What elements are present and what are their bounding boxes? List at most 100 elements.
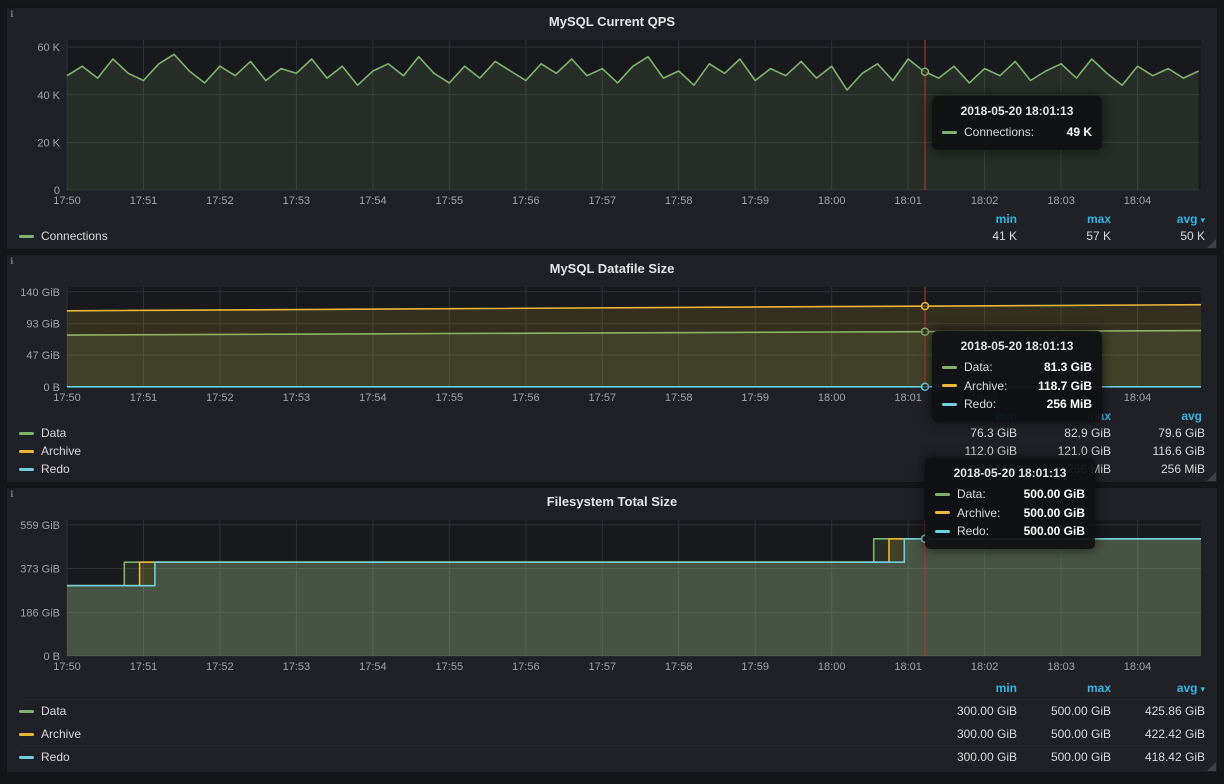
tooltip-series-label: Archive: [964,377,1007,396]
panel-title[interactable]: MySQL Datafile Size [15,259,1209,279]
svg-text:17:57: 17:57 [589,195,617,207]
series-color-swatch [19,710,34,713]
svg-text:18:02: 18:02 [971,195,999,207]
svg-text:18:04: 18:04 [1124,195,1152,207]
legend-sort-max[interactable]: max [1017,681,1111,695]
series-color-swatch [942,403,957,406]
panel-info-icon[interactable]: ℹ [10,256,13,266]
svg-text:17:51: 17:51 [130,195,158,207]
tooltip-series-value: 49 K [1067,123,1092,142]
legend-header-row: min max avg▾ [19,676,1205,699]
legend-sort-min[interactable]: min [923,681,1017,695]
panel-resize-handle[interactable] [1207,762,1216,771]
svg-text:559 GiB: 559 GiB [20,520,60,532]
legend-series-label: Data [41,426,66,440]
series-color-swatch [19,235,34,238]
svg-text:18:00: 18:00 [818,661,846,673]
legend-max-value: 500.00 GiB [1017,704,1111,718]
svg-text:47 GiB: 47 GiB [26,350,60,362]
panel-filesystem-total-size: ℹ Filesystem Total Size 17:5017:5117:521… [6,487,1218,773]
legend-series-label: Connections [41,229,108,243]
legend-series-label: Redo [41,750,70,764]
panel-title[interactable]: MySQL Current QPS [15,12,1209,32]
graph-tooltip: 2018-05-20 18:01:13 Data: 81.3 GiB Archi… [932,331,1102,422]
svg-text:17:53: 17:53 [283,661,311,673]
panel-info-icon[interactable]: ℹ [10,9,13,19]
svg-text:17:55: 17:55 [436,195,464,207]
legend-max-value: 500.00 GiB [1017,750,1111,764]
legend-series-toggle-archive[interactable]: Archive [19,444,923,458]
tooltip-series-value: 256 MiB [1047,395,1092,414]
legend-row-connections: Connections 41 K 57 K 50 K [19,227,1205,245]
legend-series-toggle-data[interactable]: Data [19,426,923,440]
svg-text:17:54: 17:54 [359,195,387,207]
legend-series-label: Archive [41,444,81,458]
svg-text:17:59: 17:59 [741,661,769,673]
svg-text:0 B: 0 B [43,382,60,394]
series-color-swatch [935,530,950,533]
legend-row-data: Data 300.00 GiB 500.00 GiB 425.86 GiB [19,699,1205,722]
legend-sort-avg[interactable]: avg▾ [1111,212,1205,226]
legend-avg-value: 422.42 GiB [1111,727,1205,741]
legend-min-value: 300.00 GiB [923,750,1017,764]
svg-text:18:00: 18:00 [818,392,846,404]
legend-series-toggle-redo[interactable]: Redo [19,462,923,476]
legend-avg-label: avg [1181,409,1202,423]
legend-sort-avg[interactable]: avg [1111,409,1205,423]
svg-text:17:57: 17:57 [589,392,617,404]
legend-series-label: Archive [41,727,81,741]
svg-text:18:03: 18:03 [1047,661,1075,673]
svg-text:140 GiB: 140 GiB [20,287,60,299]
svg-text:18:00: 18:00 [818,195,846,207]
graph-tooltip: 2018-05-20 18:01:13 Connections: 49 K [932,96,1102,150]
svg-text:18:02: 18:02 [971,661,999,673]
svg-text:17:51: 17:51 [130,661,158,673]
tooltip-series-label: Data: [964,358,993,377]
svg-text:17:55: 17:55 [436,661,464,673]
legend-avg-label: avg [1177,212,1198,226]
legend-header-row: min max avg▾ [19,210,1205,227]
tooltip-series-label: Connections: [964,123,1034,142]
svg-text:17:56: 17:56 [512,195,540,207]
panel-resize-handle[interactable] [1207,239,1216,248]
series-color-swatch [935,493,950,496]
legend-series-toggle-redo[interactable]: Redo [19,750,923,764]
legend-row-redo: Redo 300.00 GiB 500.00 GiB 418.42 GiB [19,745,1205,768]
svg-text:17:53: 17:53 [283,195,311,207]
legend-min-value: 300.00 GiB [923,704,1017,718]
panel-info-icon[interactable]: ℹ [10,489,13,499]
legend-series-toggle-connections[interactable]: Connections [19,229,923,243]
qps-legend: min max avg▾ Connections 41 K 57 K 50 K [15,210,1209,245]
svg-text:373 GiB: 373 GiB [20,564,60,576]
svg-text:0 B: 0 B [43,651,60,663]
svg-text:17:56: 17:56 [512,661,540,673]
tooltip-series-value: 81.3 GiB [1044,358,1092,377]
legend-avg-label: avg [1177,681,1198,695]
legend-sort-max[interactable]: max [1017,212,1111,226]
legend-series-toggle-archive[interactable]: Archive [19,727,923,741]
legend-row-archive: Archive 300.00 GiB 500.00 GiB 422.42 GiB [19,722,1205,745]
legend-avg-value: 116.6 GiB [1111,444,1205,458]
svg-text:17:52: 17:52 [206,392,234,404]
series-color-swatch [19,432,34,435]
tooltip-timestamp: 2018-05-20 18:01:13 [942,104,1092,118]
svg-text:17:52: 17:52 [206,195,234,207]
tooltip-row: Redo: 256 MiB [942,395,1092,414]
svg-text:17:56: 17:56 [512,392,540,404]
legend-series-toggle-data[interactable]: Data [19,704,923,718]
series-color-swatch [19,756,34,759]
tooltip-series-label: Data: [957,485,986,504]
svg-text:40 K: 40 K [37,90,60,102]
legend-max-value: 121.0 GiB [1017,444,1111,458]
panel-mysql-datafile-size: ℹ MySQL Datafile Size 17:5017:5117:5217:… [6,254,1218,483]
svg-text:186 GiB: 186 GiB [20,607,60,619]
svg-text:18:01: 18:01 [894,195,922,207]
svg-text:18:01: 18:01 [894,392,922,404]
tooltip-row: Archive: 118.7 GiB [942,377,1092,396]
legend-sort-min[interactable]: min [923,212,1017,226]
svg-text:17:58: 17:58 [665,392,693,404]
legend-max-value: 82.9 GiB [1017,426,1111,440]
tooltip-series-label: Redo: [957,522,989,541]
legend-sort-avg[interactable]: avg▾ [1111,681,1205,695]
panel-resize-handle[interactable] [1207,472,1216,481]
